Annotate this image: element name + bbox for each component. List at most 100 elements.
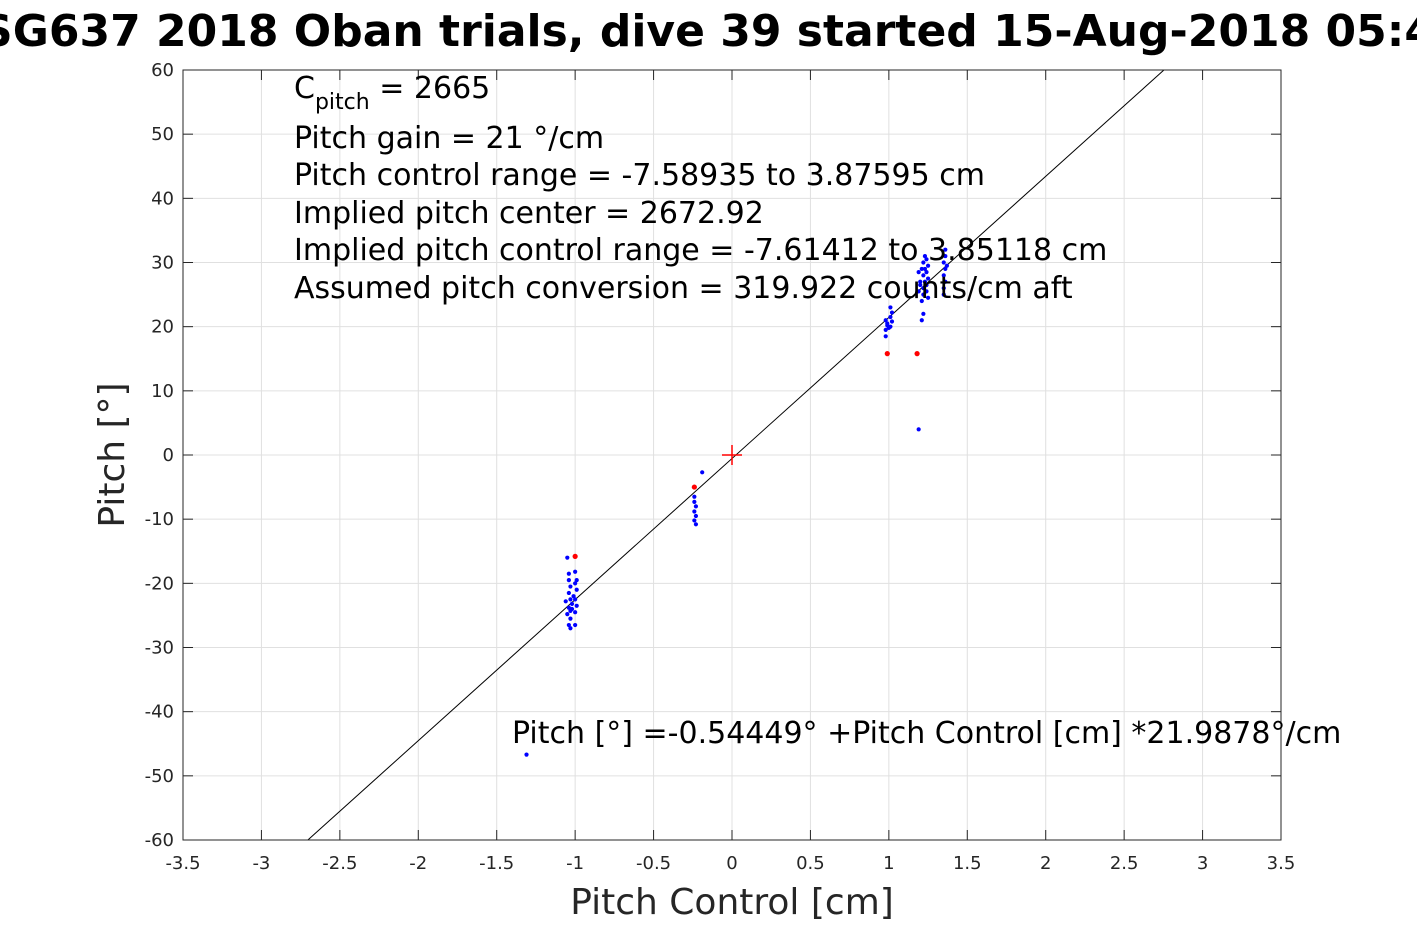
grid-lines (182, 69, 1282, 841)
data-point (922, 266, 928, 272)
data-point (921, 273, 926, 278)
y-tick-label: -10 (145, 509, 174, 530)
data-point (889, 310, 895, 315)
x-axis-label: Pitch Control [cm] (570, 882, 894, 923)
data-point (921, 311, 926, 316)
data-point (568, 626, 573, 631)
data-point (941, 273, 946, 278)
annotation-implied-pitch-center: Implied pitch center = 2672.92 (294, 196, 764, 231)
data-point (919, 298, 924, 304)
y-tick-label: -30 (145, 638, 174, 659)
data-point (943, 266, 948, 272)
data-point (566, 571, 571, 576)
cpitch-value: = 2665 (370, 71, 491, 106)
data-point (566, 605, 571, 610)
data-point (925, 263, 931, 268)
x-tick-label: 0 (726, 853, 737, 874)
data-point (888, 324, 893, 329)
x-tick-label: -3 (252, 853, 270, 874)
data-point (925, 276, 931, 281)
axes-box (182, 69, 1282, 841)
data-point (916, 270, 921, 275)
data-point (524, 752, 529, 757)
data-point (916, 427, 921, 432)
data-point (693, 522, 699, 527)
x-tick-label: 2.5 (1110, 853, 1139, 874)
data-point (918, 282, 923, 288)
data-point (574, 578, 579, 583)
data-point (919, 266, 924, 272)
y-tick-label: 60 (151, 60, 174, 81)
data-point (944, 263, 949, 268)
data-point (565, 555, 570, 560)
data-point (566, 578, 571, 583)
x-tick-label: -2 (409, 853, 427, 874)
data-point (568, 597, 573, 602)
data-point (919, 318, 924, 323)
data-point (943, 253, 948, 259)
data-point (943, 247, 948, 252)
data-point (889, 319, 895, 324)
annotation-implied-control-range: Implied pitch control range = -7.61412 t… (294, 233, 1107, 268)
data-point (941, 260, 946, 265)
flagged-point (572, 553, 578, 559)
data-point (573, 610, 578, 615)
x-tick-label: -3.5 (165, 853, 200, 874)
data-point (921, 286, 926, 291)
x-tick-label: 3.5 (1267, 853, 1296, 874)
y-tick-label: 20 (151, 317, 174, 338)
data-point (693, 504, 699, 509)
data-point (924, 289, 929, 294)
annotation-pitch-gain: Pitch gain = 21 °/cm (294, 121, 604, 156)
data-point (921, 292, 926, 297)
data-point (943, 279, 948, 284)
data-point (885, 321, 890, 326)
data-point (573, 597, 578, 602)
data-point (922, 253, 928, 259)
data-point (571, 594, 576, 599)
data-point (888, 314, 893, 320)
x-tick-label: -1.5 (479, 853, 514, 874)
x-tick-labels: -3.5 -3 -2.5 -2 -1.5 -1 -0.5 0 0.5 1 1.5 2 2.5 3 3.5 (165, 853, 1295, 874)
x-tick-label: 0.5 (796, 853, 825, 874)
data-point (573, 581, 578, 586)
data-point (883, 327, 888, 332)
data-point (941, 286, 946, 291)
y-tick-label: -20 (145, 573, 174, 594)
chart-title: SG637 2018 Oban trials, dive 39 started … (0, 6, 1417, 57)
data-point (700, 470, 705, 475)
x-tick-label: 1 (883, 853, 894, 874)
data-point (888, 305, 893, 310)
x-tick-label: 3 (1197, 853, 1208, 874)
data-point (924, 270, 929, 275)
flagged-point (691, 484, 697, 490)
x-tick-label: -0.5 (636, 853, 671, 874)
data-point (883, 334, 888, 339)
y-tick-label: 40 (151, 188, 174, 209)
y-tick-label: 0 (163, 445, 174, 466)
y-tick-label: 30 (151, 253, 174, 274)
data-point (692, 518, 697, 523)
data-point (569, 601, 575, 606)
data-point (924, 282, 929, 288)
fit-equation-label: Pitch [°] =-0.54449° +Pitch Control [cm]… (512, 716, 1341, 751)
flagged-point (914, 351, 920, 357)
data-point (566, 590, 571, 596)
data-point (568, 584, 573, 589)
flagged-point (884, 351, 890, 357)
data-point (566, 622, 571, 628)
data-point (574, 603, 579, 608)
y-tick-labels: 60 50 40 30 20 10 0 -10 -20 -30 -40 -50 -60 (145, 60, 174, 851)
cpitch-symbol: C (294, 71, 315, 106)
x-tick-label: 1.5 (953, 853, 982, 874)
annotation-cpitch: Cpitch = 2665 (294, 71, 490, 115)
data-point (692, 509, 697, 514)
data-point (883, 318, 888, 323)
data-point (692, 499, 697, 504)
data-point (573, 569, 578, 574)
data-point (916, 289, 921, 294)
y-tick-label: -40 (145, 702, 174, 723)
y-tick-label: 50 (151, 124, 174, 145)
data-point (922, 279, 928, 284)
